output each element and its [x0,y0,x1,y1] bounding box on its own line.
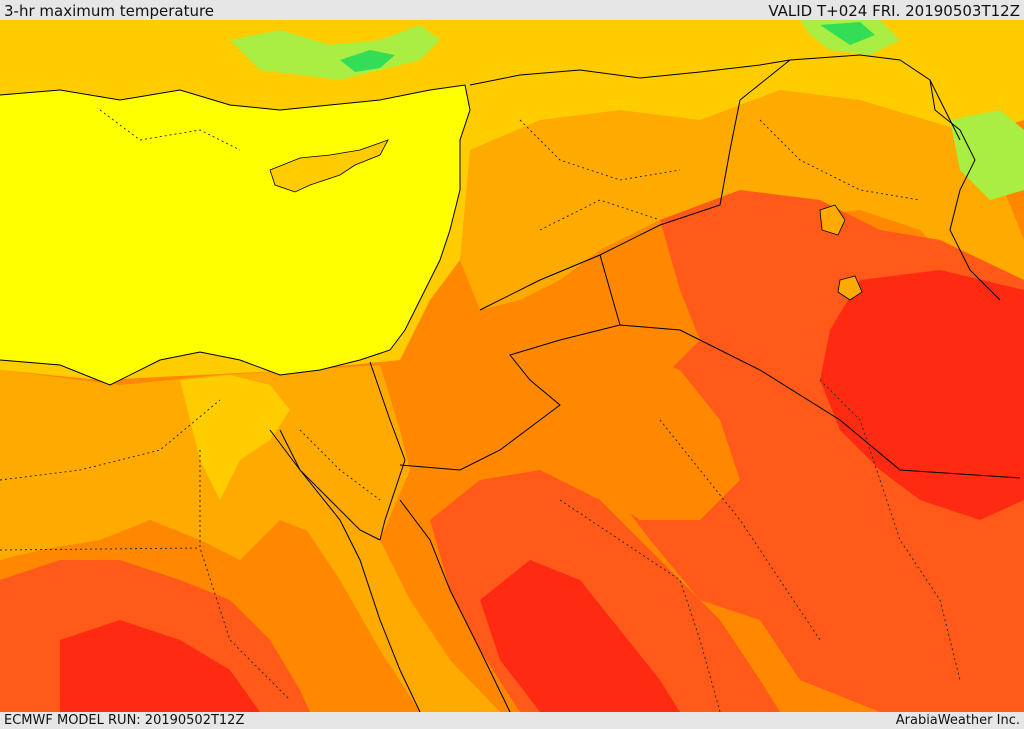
border-iraq-iran [929,79,1001,301]
cool-patch-northeast-core [820,22,875,45]
gulf-of-aqaba [379,459,406,541]
map-title: 3-hr maximum temperature [4,2,215,20]
credit-label: ArabiaWeather Inc. [895,713,1020,728]
border-jordan-saudi [399,324,621,471]
nile-delta [180,375,290,500]
map-canvas [0,20,1024,712]
hot-zone-southwest-core [60,620,260,712]
cool-patch-north [230,25,440,80]
temperature-map[interactable] [0,20,1024,712]
border-iraq-saudi [619,324,1021,479]
red-sea-corridor [270,430,500,712]
cool-patch-north-core [340,50,395,72]
cool-patch-east [950,110,1024,200]
border-sinai [369,361,406,461]
title-bar: 3-hr maximum temperature VALID T+024 FRI… [0,0,1024,20]
border-syria-iraq [479,59,791,311]
footer-bar: ECMWF MODEL RUN: 20190502T12Z ArabiaWeat… [0,712,1024,729]
valid-time-label: VALID T+024 FRI. 20190503T12Z [768,2,1020,20]
inland-lake [837,275,863,301]
border-north-turkey [469,54,961,141]
mediterranean-coastline [0,84,471,386]
saudi-interior-zone [520,340,740,520]
internal-boundaries [0,109,961,712]
gulf-of-suez [279,429,381,541]
red-sea-east-coast [399,499,511,712]
hottest-core [820,270,1024,520]
cyprus-island [269,139,389,193]
lake-van [819,204,846,236]
border-jordan-iraq [599,254,621,326]
hot-zone-saudi-core [480,560,680,712]
model-run-label: ECMWF MODEL RUN: 20190502T12Z [4,713,245,728]
